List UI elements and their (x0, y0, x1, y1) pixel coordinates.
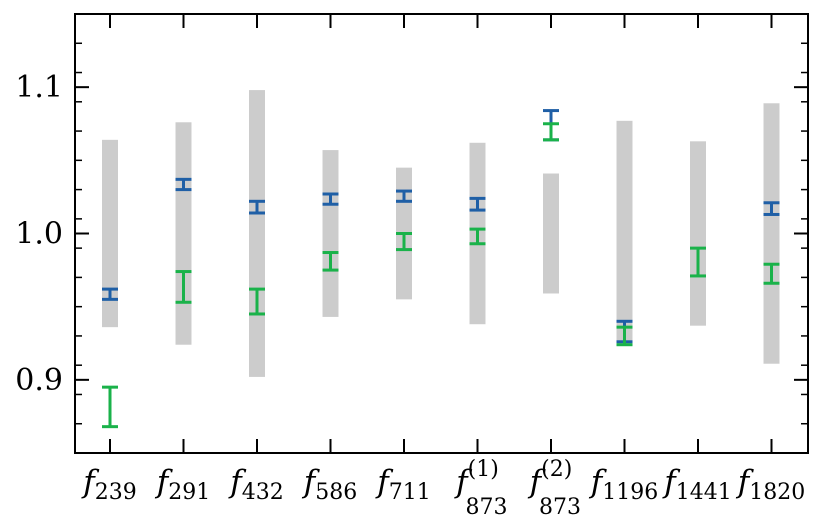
y-tick-label-1: 1.0 (15, 217, 63, 252)
band-1 (175, 122, 192, 345)
errorbar-s1-7 (616, 325, 633, 347)
band-9 (763, 103, 780, 364)
errorbar-s1-0 (102, 385, 118, 429)
errorbar-s0-0 (102, 287, 118, 301)
x-tick-label-8: f1441 (662, 464, 731, 505)
errorbar-s1-4 (396, 232, 412, 252)
tick-layer (75, 13, 808, 454)
band-6 (543, 173, 559, 294)
x-tick-label-5: f(1) 873 (454, 457, 507, 520)
errorbar-s1-6 (543, 122, 559, 142)
band-7 (616, 120, 633, 344)
band-2 (249, 90, 265, 377)
band-0 (102, 139, 118, 328)
plot-frame (74, 13, 809, 454)
x-tick-label-2: f432 (228, 464, 283, 505)
errorbar-s1-3 (322, 251, 339, 272)
x-tick-label-4: f711 (375, 464, 430, 505)
errorbar-s1-9 (763, 262, 780, 285)
x-tick-label-6: f(2) 873 (528, 457, 581, 520)
y-tick-label-2: 1.1 (15, 70, 63, 105)
errorbar-s1-8 (690, 246, 706, 278)
x-tick-label-0: f239 (81, 464, 136, 505)
errorbar-layer (102, 109, 780, 429)
errorbar-s0-5 (469, 196, 486, 212)
errorbar-s0-9 (763, 201, 780, 216)
x-tick-label-9: f1820 (736, 464, 805, 505)
band-8 (690, 141, 706, 326)
x-tick-label-7: f1196 (589, 464, 658, 505)
errorbar-s1-2 (249, 287, 265, 316)
errorbar-s1-1 (175, 270, 192, 304)
x-tick-label-3: f586 (302, 464, 357, 505)
band-3 (322, 150, 339, 317)
y-tick-label-0: 0.9 (15, 363, 63, 398)
errorbar-s1-5 (469, 227, 486, 246)
x-tick-label-1: f291 (155, 464, 210, 505)
errorbar-s0-3 (322, 192, 339, 206)
errorbar-s0-2 (249, 199, 265, 215)
errorbar-s0-4 (396, 189, 412, 203)
band-layer (102, 90, 780, 377)
errorbar-s0-1 (175, 177, 192, 192)
